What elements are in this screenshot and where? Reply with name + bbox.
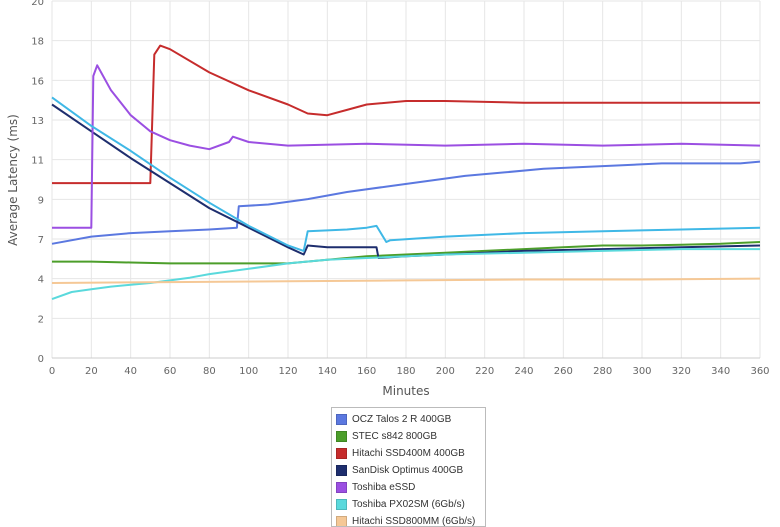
series-line	[51, 96, 761, 252]
x-tick-label: 40	[124, 366, 137, 377]
x-tick-label: 220	[475, 366, 494, 377]
legend-swatch	[336, 414, 347, 425]
series-line	[51, 103, 761, 259]
series-line	[51, 277, 761, 284]
legend-item: Hitachi SSD400M 400GB	[336, 445, 485, 462]
legend: OCZ Talos 2 R 400GB STEC s842 800GB Hitach…	[331, 407, 486, 527]
x-tick-label: 280	[593, 366, 612, 377]
x-tick-label: 180	[396, 366, 415, 377]
legend-item: OCZ Talos 2 R 400GB	[336, 411, 485, 428]
x-tick-label: 320	[672, 366, 691, 377]
legend-swatch	[336, 465, 347, 476]
x-tick-label: 0	[49, 366, 55, 377]
legend-label: Toshiba PX02SM (6Gb/s)	[352, 499, 465, 510]
legend-item: STEC s842 800GB	[336, 428, 485, 445]
series-line	[52, 44, 760, 185]
x-tick-label: 260	[554, 366, 573, 377]
legend-swatch	[336, 499, 347, 510]
legend-label: Hitachi SSD400M 400GB	[352, 448, 465, 459]
legend-item: SanDisk Optimus 400GB	[336, 462, 485, 479]
y-tick-label: 18	[31, 37, 44, 48]
legend-label: STEC s842 800GB	[352, 431, 438, 442]
series-line	[52, 241, 761, 265]
y-tick-label: 20	[31, 0, 44, 8]
legend-swatch	[336, 448, 347, 459]
legend-label: Hitachi SSD800MM (6Gb/s)	[352, 516, 476, 527]
x-tick-label: 140	[318, 366, 337, 377]
legend-item: Toshiba eSSD	[336, 479, 485, 496]
x-tick-label: 300	[632, 366, 651, 377]
x-tick-label: 120	[278, 366, 297, 377]
y-tick-label: 13	[31, 116, 44, 127]
legend-swatch	[336, 516, 347, 526]
x-tick-label: 340	[711, 366, 730, 377]
y-tick-label: 16	[31, 76, 44, 87]
y-tick-label: 9	[38, 195, 44, 206]
series-lines	[51, 44, 761, 301]
legend-item: Toshiba PX02SM (6Gb/s)	[336, 496, 485, 513]
x-tick-label: 240	[514, 366, 533, 377]
latency-chart: 0 20 40 60 80 100 120 140 160 180 200 220 240 260 280 3…	[6, 0, 770, 398]
x-tick-label: 200	[436, 366, 455, 377]
tick-labels: 0 20 40 60 80 100 120 140 160 180 200 220 240 260 280 3…	[31, 0, 769, 377]
y-tick-label: 2	[38, 314, 44, 325]
series-line	[51, 160, 761, 245]
grid	[51, 0, 761, 359]
x-tick-label: 80	[203, 366, 216, 377]
series-line	[52, 64, 761, 229]
x-tick-label: 160	[357, 366, 376, 377]
x-tick-label: 60	[164, 366, 177, 377]
series-line	[51, 248, 760, 301]
y-tick-label: 11	[31, 156, 44, 167]
x-tick-label: 360	[750, 366, 769, 377]
legend-label: SanDisk Optimus 400GB	[352, 465, 464, 476]
x-axis-title: Minutes	[382, 384, 429, 398]
legend-item: Hitachi SSD800MM (6Gb/s)	[336, 513, 485, 527]
legend-label: Toshiba eSSD	[352, 482, 416, 493]
legend-label: OCZ Talos 2 R 400GB	[352, 414, 452, 425]
legend-swatch	[336, 431, 347, 442]
x-tick-label: 100	[239, 366, 258, 377]
y-tick-label: 4	[38, 275, 44, 286]
x-tick-label: 20	[85, 366, 98, 377]
legend-swatch	[336, 482, 347, 493]
y-axis-title: Average Latency (ms)	[6, 114, 20, 246]
y-tick-label: 7	[38, 235, 44, 246]
y-tick-label: 0	[38, 354, 44, 365]
